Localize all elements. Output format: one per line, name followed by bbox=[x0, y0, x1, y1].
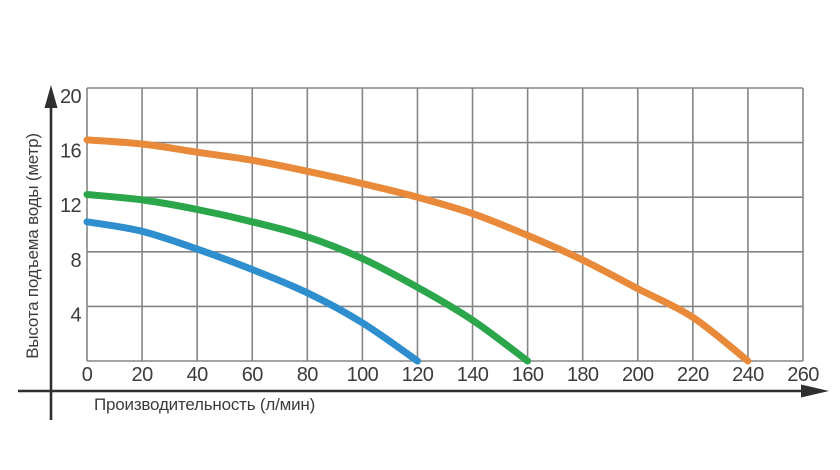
x-tick-label: 180 bbox=[567, 364, 599, 386]
x-axis-title: Производительность (л/мин) bbox=[94, 395, 316, 414]
x-tick-label: 60 bbox=[242, 364, 264, 386]
x-tick-label: 100 bbox=[347, 364, 379, 386]
tick-labels: 0 20 40 60 80 100 120 140 160 180 200 220 240 260 4 8 12… bbox=[60, 86, 820, 386]
orange-curve-head-16m bbox=[83, 136, 752, 365]
y-axis-title: Высота подъема воды (метр) bbox=[23, 133, 42, 359]
x-tick-label: 240 bbox=[732, 364, 764, 386]
green-curve-head-12m bbox=[83, 191, 532, 365]
x-tick-label: 260 bbox=[787, 364, 819, 386]
x-tick-label: 0 bbox=[82, 364, 93, 386]
x-tick-label: 80 bbox=[297, 364, 319, 386]
y-tick-label: 12 bbox=[60, 195, 82, 217]
x-tick-label: 160 bbox=[512, 364, 544, 386]
x-tick-label: 200 bbox=[622, 364, 654, 386]
x-tick-label: 40 bbox=[187, 364, 209, 386]
y-tick-label: 16 bbox=[60, 141, 82, 163]
x-axis-arrow-right-icon bbox=[801, 384, 829, 398]
y-tick-label: 8 bbox=[70, 250, 81, 272]
x-tick-label: 220 bbox=[677, 364, 709, 386]
y-tick-label: 4 bbox=[70, 304, 81, 326]
blue-curve-head-10m bbox=[83, 218, 421, 365]
curves bbox=[83, 136, 752, 365]
x-tick-label: 20 bbox=[132, 364, 154, 386]
x-tick-label: 140 bbox=[457, 364, 489, 386]
axes bbox=[18, 85, 829, 420]
x-tick-label: 120 bbox=[402, 364, 434, 386]
y-axis-arrow-up-icon bbox=[44, 85, 58, 108]
y-tick-label: 20 bbox=[60, 86, 82, 108]
